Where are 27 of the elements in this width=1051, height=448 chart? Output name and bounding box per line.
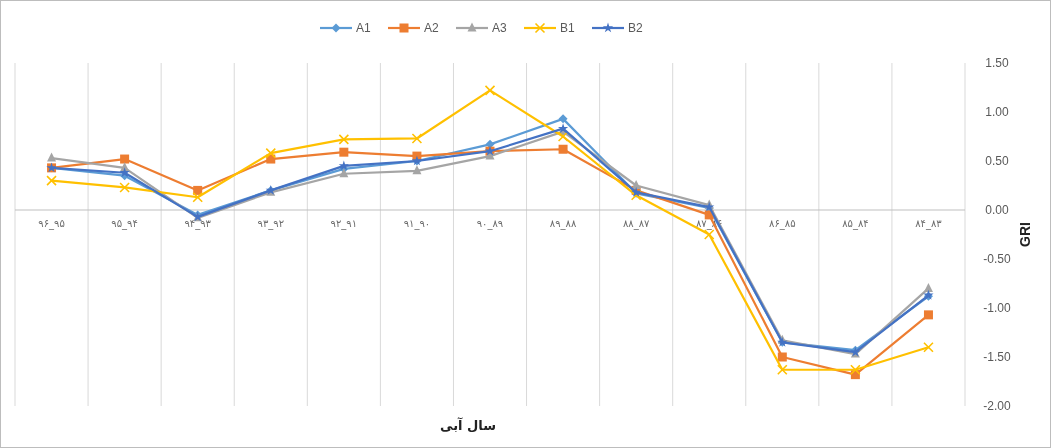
x-tick-label: ۸۸_۸۷ — [622, 218, 651, 230]
x-tick-label: ۸۶_۸۵ — [769, 218, 796, 230]
y-tick-label: -0.50 — [983, 252, 1011, 266]
y-axis-title: GRI — [1017, 222, 1033, 247]
y-tick-label: 0.50 — [985, 154, 1009, 168]
x-axis-title: سال آبی — [440, 417, 496, 433]
x-tick-label: ۸۹_۸۸ — [549, 218, 577, 230]
y-tick-label: -1.50 — [983, 350, 1011, 364]
y-tick-label: 1.00 — [985, 105, 1009, 119]
x-tick-label: ۹۵_۹۴ — [111, 218, 138, 230]
x-tick-label: ۹۴_۹۳ — [184, 218, 212, 230]
legend-label: A2 — [424, 21, 439, 35]
x-tick-label: ۹۱_۹۰ — [403, 218, 431, 230]
x-tick-label: ۸۴_۸۳ — [915, 218, 943, 230]
y-tick-label: -1.00 — [983, 301, 1011, 315]
legend-label: A3 — [492, 21, 507, 35]
x-tick-label: ۹۶_۹۵ — [38, 218, 65, 230]
legend-label: B2 — [628, 21, 643, 35]
x-tick-label: ۹۲_۹۱ — [330, 218, 358, 230]
y-tick-label: -2.00 — [983, 399, 1011, 413]
x-tick-label: ۹۰_۸۹ — [476, 218, 504, 230]
legend-label: B1 — [560, 21, 575, 35]
x-tick-label: ۹۳_۹۲ — [257, 218, 285, 230]
legend-label: A1 — [356, 21, 371, 35]
y-tick-label: 1.50 — [985, 56, 1009, 70]
y-tick-label: 0.00 — [985, 203, 1009, 217]
x-tick-label: ۸۵_۸۴ — [842, 218, 869, 230]
